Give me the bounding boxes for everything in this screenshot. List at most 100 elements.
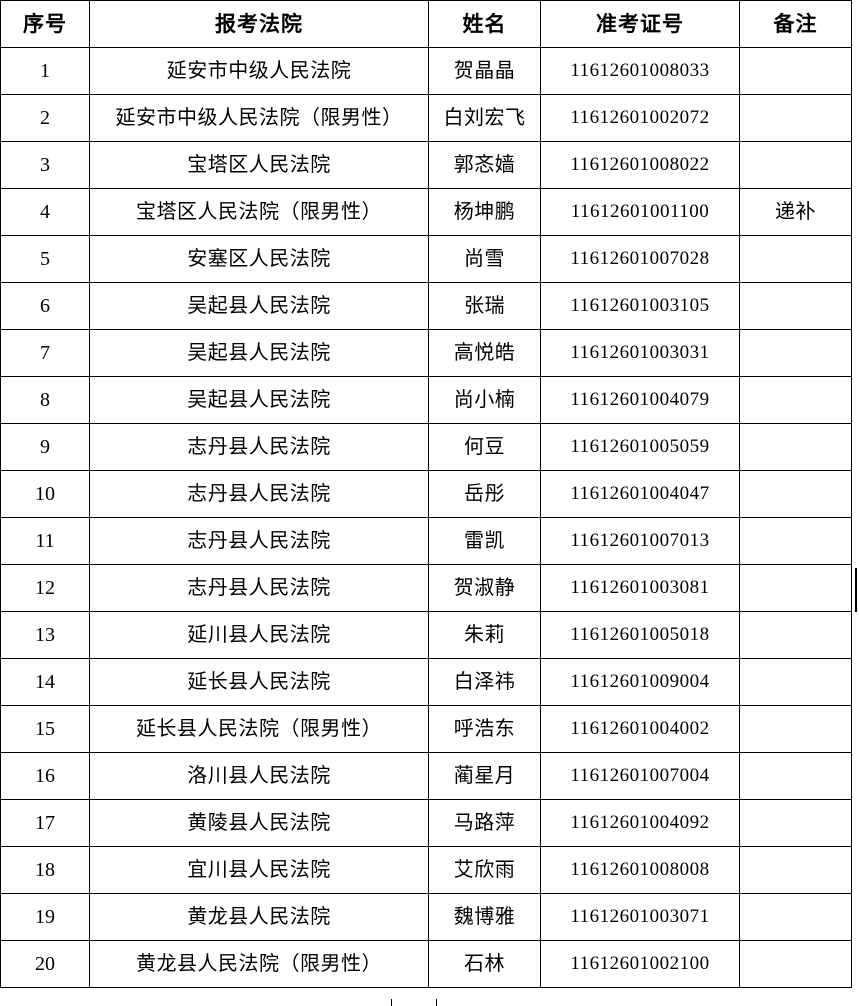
cell-name: 尚小楠 bbox=[428, 376, 541, 424]
cell-court: 宝塔区人民法院 bbox=[89, 141, 429, 189]
cell-admit: 11612601004092 bbox=[540, 799, 740, 847]
cell-seq: 15 bbox=[0, 705, 90, 753]
table-row: 1 延安市中级人民法院 贺晶晶 11612601008033 bbox=[0, 47, 852, 95]
table-row: 4 宝塔区人民法院（限男性） 杨坤鹏 11612601001100 递补 bbox=[0, 188, 852, 236]
cell-court: 安塞区人民法院 bbox=[89, 235, 429, 283]
cell-admit: 11612601005018 bbox=[540, 611, 740, 659]
cell-admit: 11612601009004 bbox=[540, 658, 740, 706]
cell-name: 贺晶晶 bbox=[428, 47, 541, 95]
cell-admit: 11612601007013 bbox=[540, 517, 740, 565]
cell-seq: 13 bbox=[0, 611, 90, 659]
table-header-row: 序号 报考法院 姓名 准考证号 备注 bbox=[0, 0, 852, 48]
cell-admit: 11612601004079 bbox=[540, 376, 740, 424]
cell-note bbox=[739, 423, 852, 471]
cell-admit: 11612601003071 bbox=[540, 893, 740, 941]
cell-admit: 11612601008008 bbox=[540, 846, 740, 894]
cell-seq: 1 bbox=[0, 47, 90, 95]
column-header-note: 备注 bbox=[739, 0, 852, 48]
cell-name: 雷凯 bbox=[428, 517, 541, 565]
cell-seq: 9 bbox=[0, 423, 90, 471]
table-row: 10 志丹县人民法院 岳彤 11612601004047 bbox=[0, 470, 852, 518]
table-body: 1 延安市中级人民法院 贺晶晶 11612601008033 2 延安市中级人民法院（限男… bbox=[0, 47, 852, 988]
cell-name: 白泽祎 bbox=[428, 658, 541, 706]
cell-seq: 2 bbox=[0, 94, 90, 142]
cell-court: 黄陵县人民法院 bbox=[89, 799, 429, 847]
column-header-court: 报考法院 bbox=[89, 0, 429, 48]
cell-note: 递补 bbox=[739, 188, 852, 236]
cell-admit: 11612601005059 bbox=[540, 423, 740, 471]
cell-note bbox=[739, 893, 852, 941]
table-row: 8 吴起县人民法院 尚小楠 11612601004079 bbox=[0, 376, 852, 424]
column-header-seq: 序号 bbox=[0, 0, 90, 48]
table-row: 19 黄龙县人民法院 魏博雅 11612601003071 bbox=[0, 893, 852, 941]
cell-note bbox=[739, 799, 852, 847]
cell-note bbox=[739, 141, 852, 189]
cell-seq: 6 bbox=[0, 282, 90, 330]
cell-name: 杨坤鹏 bbox=[428, 188, 541, 236]
cell-name: 何豆 bbox=[428, 423, 541, 471]
cell-name: 呼浩东 bbox=[428, 705, 541, 753]
cell-seq: 12 bbox=[0, 564, 90, 612]
table-row: 7 吴起县人民法院 高悦皓 11612601003031 bbox=[0, 329, 852, 377]
table-row: 5 安塞区人民法院 尚雪 11612601007028 bbox=[0, 235, 852, 283]
cell-name: 白刘宏飞 bbox=[428, 94, 541, 142]
cell-seq: 10 bbox=[0, 470, 90, 518]
cell-seq: 14 bbox=[0, 658, 90, 706]
column-header-name: 姓名 bbox=[428, 0, 541, 48]
cell-name: 魏博雅 bbox=[428, 893, 541, 941]
cell-court: 吴起县人民法院 bbox=[89, 376, 429, 424]
cell-name: 贺淑静 bbox=[428, 564, 541, 612]
cell-admit: 11612601008022 bbox=[540, 141, 740, 189]
table-row: 13 延川县人民法院 朱莉 11612601005018 bbox=[0, 611, 852, 659]
cell-seq: 8 bbox=[0, 376, 90, 424]
column-header-admit: 准考证号 bbox=[540, 0, 740, 48]
cell-seq: 11 bbox=[0, 517, 90, 565]
table-row: 11 志丹县人民法院 雷凯 11612601007013 bbox=[0, 517, 852, 565]
table-row: 18 宜川县人民法院 艾欣雨 11612601008008 bbox=[0, 846, 852, 894]
cell-admit: 11612601007004 bbox=[540, 752, 740, 800]
cell-seq: 4 bbox=[0, 188, 90, 236]
cell-note bbox=[739, 658, 852, 706]
cell-note bbox=[739, 282, 852, 330]
cell-court: 洛川县人民法院 bbox=[89, 752, 429, 800]
cell-name: 石林 bbox=[428, 940, 541, 988]
cell-note bbox=[739, 329, 852, 377]
cell-court: 延川县人民法院 bbox=[89, 611, 429, 659]
cell-name: 朱莉 bbox=[428, 611, 541, 659]
cell-court: 延长县人民法院 bbox=[89, 658, 429, 706]
table-row: 17 黄陵县人民法院 马路萍 11612601004092 bbox=[0, 799, 852, 847]
cell-note bbox=[739, 376, 852, 424]
cell-admit: 11612601002072 bbox=[540, 94, 740, 142]
table-row: 14 延长县人民法院 白泽祎 11612601009004 bbox=[0, 658, 852, 706]
cell-court: 延安市中级人民法院 bbox=[89, 47, 429, 95]
cell-court: 黄龙县人民法院 bbox=[89, 893, 429, 941]
cell-admit: 11612601001100 bbox=[540, 188, 740, 236]
cell-admit: 11612601004002 bbox=[540, 705, 740, 753]
cell-seq: 16 bbox=[0, 752, 90, 800]
table-row: 3 宝塔区人民法院 郭忞嫱 11612601008022 bbox=[0, 141, 852, 189]
cell-note bbox=[739, 235, 852, 283]
cell-name: 蔺星月 bbox=[428, 752, 541, 800]
cell-admit: 11612601003105 bbox=[540, 282, 740, 330]
cell-note bbox=[739, 752, 852, 800]
cell-name: 岳彤 bbox=[428, 470, 541, 518]
cell-court: 志丹县人民法院 bbox=[89, 517, 429, 565]
cell-seq: 3 bbox=[0, 141, 90, 189]
cell-note bbox=[739, 846, 852, 894]
cell-admit: 11612601002100 bbox=[540, 940, 740, 988]
cell-name: 马路萍 bbox=[428, 799, 541, 847]
cell-note bbox=[739, 47, 852, 95]
table-row: 9 志丹县人民法院 何豆 11612601005059 bbox=[0, 423, 852, 471]
cell-name: 高悦皓 bbox=[428, 329, 541, 377]
cell-seq: 19 bbox=[0, 893, 90, 941]
table-row: 15 延长县人民法院（限男性） 呼浩东 11612601004002 bbox=[0, 705, 852, 753]
cell-court: 志丹县人民法院 bbox=[89, 564, 429, 612]
cell-name: 张瑞 bbox=[428, 282, 541, 330]
cell-note bbox=[739, 705, 852, 753]
cell-note bbox=[739, 564, 852, 612]
cell-name: 艾欣雨 bbox=[428, 846, 541, 894]
table-row: 20 黄龙县人民法院（限男性） 石林 11612601002100 bbox=[0, 940, 852, 988]
table-row: 2 延安市中级人民法院（限男性） 白刘宏飞 11612601002072 bbox=[0, 94, 852, 142]
cell-seq: 5 bbox=[0, 235, 90, 283]
cell-seq: 7 bbox=[0, 329, 90, 377]
